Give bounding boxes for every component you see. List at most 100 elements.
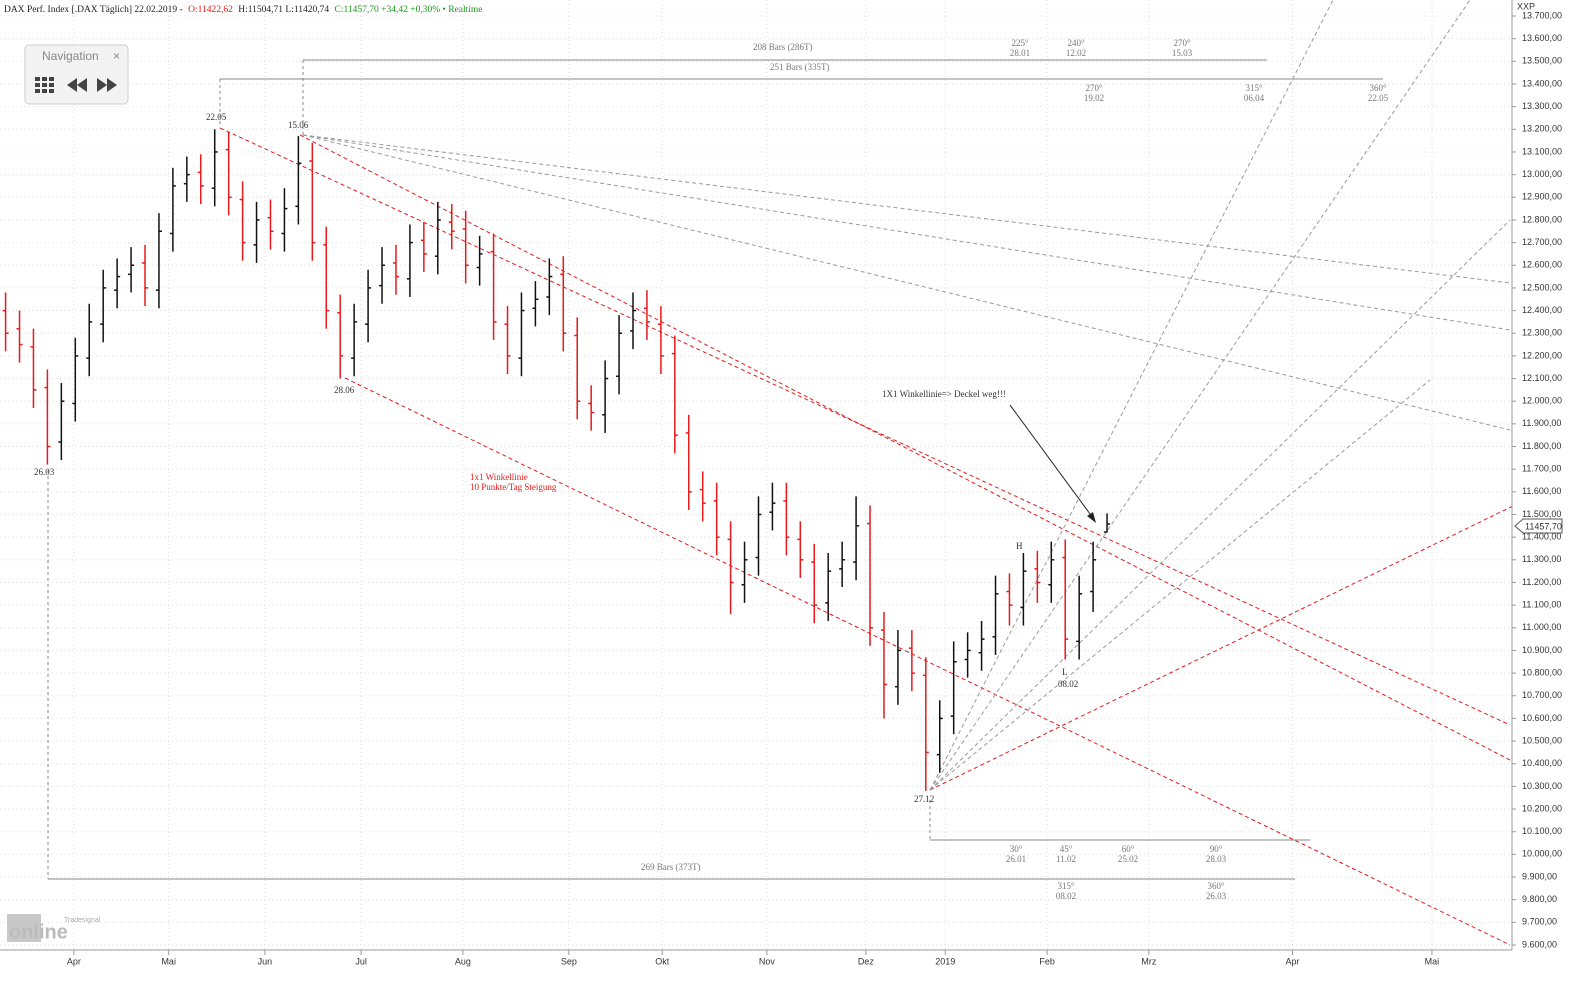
x-tick-label: Mai — [1425, 956, 1440, 966]
note: 1x1 Winkellinie — [470, 472, 528, 482]
y-tick-label: 11.000,00 — [1522, 622, 1561, 632]
x-tick-label: Aug — [455, 956, 471, 966]
y-tick-label: 12.200,00 — [1522, 350, 1562, 360]
angle-date: 15.03 — [1172, 48, 1193, 58]
logo-block — [7, 914, 41, 942]
pivot-label: 27.12 — [914, 794, 934, 804]
arrow-line — [1009, 404, 1094, 519]
y-tick-label: 13.100,00 — [1522, 146, 1562, 156]
angle-label: 360° — [1207, 881, 1225, 891]
header: DAX Perf. Index [.DAX Täglich] 22.02.201… — [4, 4, 483, 15]
channel-line — [929, 504, 1516, 791]
x-tick-label: Nov — [759, 956, 776, 966]
pivot-label: H — [1016, 541, 1023, 551]
forward-button[interactable] — [97, 78, 117, 92]
arrow-head — [1087, 512, 1096, 523]
header-instrument: DAX Perf. Index [.DAX Täglich] 22.02.201… — [4, 4, 183, 15]
angle-label: 225° — [1011, 38, 1029, 48]
y-tick-label: 10.600,00 — [1522, 713, 1562, 723]
pivot-label: 08.02 — [1058, 679, 1078, 689]
y-tick-label: 13.300,00 — [1522, 101, 1562, 111]
y-tick-label: 9.800,00 — [1522, 894, 1557, 904]
logo: Tradesignal online — [7, 914, 101, 943]
logo-word: online — [9, 921, 68, 943]
price-marker-label: 11457,70 — [1525, 521, 1562, 531]
price-marker — [1514, 518, 1563, 534]
angle-date: 06.04 — [1244, 93, 1265, 103]
x-tick-label: 2019 — [935, 956, 955, 966]
fan-line — [929, 219, 1511, 791]
y-tick-label: 13.700,00 — [1522, 10, 1562, 20]
angle-date: 25.02 — [1118, 854, 1138, 864]
y-tick-label: 10.800,00 — [1522, 667, 1562, 677]
angle-labels: 225°28.01240°12.02270°15.03270°19.02315°… — [1006, 38, 1389, 901]
angle-date: 11.02 — [1056, 854, 1076, 864]
y-tick-label: 10.700,00 — [1522, 690, 1562, 700]
header-high-low: H:11504,71 L:11420,74 — [238, 5, 329, 15]
y-tick-label: 11.100,00 — [1522, 599, 1561, 609]
angle-date: 12.02 — [1066, 48, 1086, 58]
y-tick-label: 13.400,00 — [1522, 78, 1562, 88]
bar-count: 251 Bars (335T) — [770, 62, 830, 72]
pivot-label: 28.06 — [334, 385, 355, 395]
pivot-label: 15.06 — [288, 120, 309, 130]
navigation-title: Navigation — [42, 49, 99, 63]
channel-line — [219, 127, 1511, 726]
angle-label: 270° — [1173, 38, 1191, 48]
angle-label: 360° — [1369, 83, 1387, 93]
header-close: C:11457,70 +34,42 +0,30% • Realtime — [335, 5, 483, 15]
x-tick-label: Mai — [161, 956, 176, 966]
y-tick-label: 10.100,00 — [1522, 826, 1562, 836]
y-tick-label: 11.300,00 — [1522, 554, 1561, 564]
navigation-widget: Navigation × — [24, 44, 129, 105]
y-tick-label: 13.600,00 — [1522, 33, 1562, 43]
angle-label: 30° — [1010, 844, 1023, 854]
arrow — [1009, 404, 1096, 523]
fan-line — [929, 379, 1431, 791]
angle-label: 90° — [1210, 844, 1223, 854]
y-tick-label: 10.200,00 — [1522, 803, 1562, 813]
logo-brand: Tradesignal — [64, 917, 101, 924]
grid — [0, 0, 1512, 950]
x-tick-label: Jul — [355, 956, 367, 966]
bar-count: 269 Bars (373T) — [641, 862, 701, 872]
fan-line — [302, 134, 1511, 331]
y-tick-label: 13.200,00 — [1522, 124, 1562, 134]
y-tick-label: 13.500,00 — [1522, 56, 1562, 66]
channel-line — [344, 377, 1511, 946]
fan-line — [929, 0, 1334, 791]
pivot-label: 22.05 — [206, 112, 227, 122]
y-tick-label: 12.800,00 — [1522, 214, 1562, 224]
channel-line — [299, 134, 1511, 761]
angle-label: 315° — [1057, 881, 1075, 891]
pivot-label: 26.03 — [34, 467, 55, 477]
y-tick-label: 11.600,00 — [1522, 486, 1561, 496]
x-tick-label: Okt — [655, 956, 670, 966]
header-open: O:11422,62 — [188, 5, 233, 15]
grid-button[interactable] — [35, 77, 54, 93]
note: 1X1 Winkellinie=> Deckel weg!!! — [882, 389, 1006, 399]
angle-date: 28.03 — [1206, 854, 1227, 864]
y-tick-label: 10.500,00 — [1522, 735, 1562, 745]
x-tick-label: Apr — [67, 956, 81, 966]
y-tick-label: 11.400,00 — [1522, 532, 1561, 542]
pivot-label: L — [1062, 667, 1068, 677]
y-tick-label: 11.700,00 — [1522, 464, 1561, 474]
navigation-close[interactable]: × — [113, 49, 120, 63]
y-tick-label: 11.500,00 — [1522, 509, 1561, 519]
axes: 9.600,00 9.700,00 9.800,00 9.900,00 10.000,0… — [67, 10, 1562, 966]
y-tick-label: 11.800,00 — [1522, 441, 1561, 451]
x-tick-label: Sep — [561, 956, 577, 966]
angle-date: 22.05 — [1368, 93, 1389, 103]
note: 10 Punkte/Tag Steigung — [470, 482, 557, 492]
y-tick-label: 12.300,00 — [1522, 328, 1562, 338]
ohlc-bars — [2, 129, 1111, 791]
angle-date: 28.01 — [1010, 48, 1030, 58]
x-tick-label: Mrz — [1141, 956, 1156, 966]
angle-label: 45° — [1060, 844, 1073, 854]
angle-label: 270° — [1085, 83, 1103, 93]
fan-line — [929, 0, 1471, 791]
back-button[interactable] — [67, 78, 87, 92]
angle-date: 26.01 — [1006, 854, 1026, 864]
